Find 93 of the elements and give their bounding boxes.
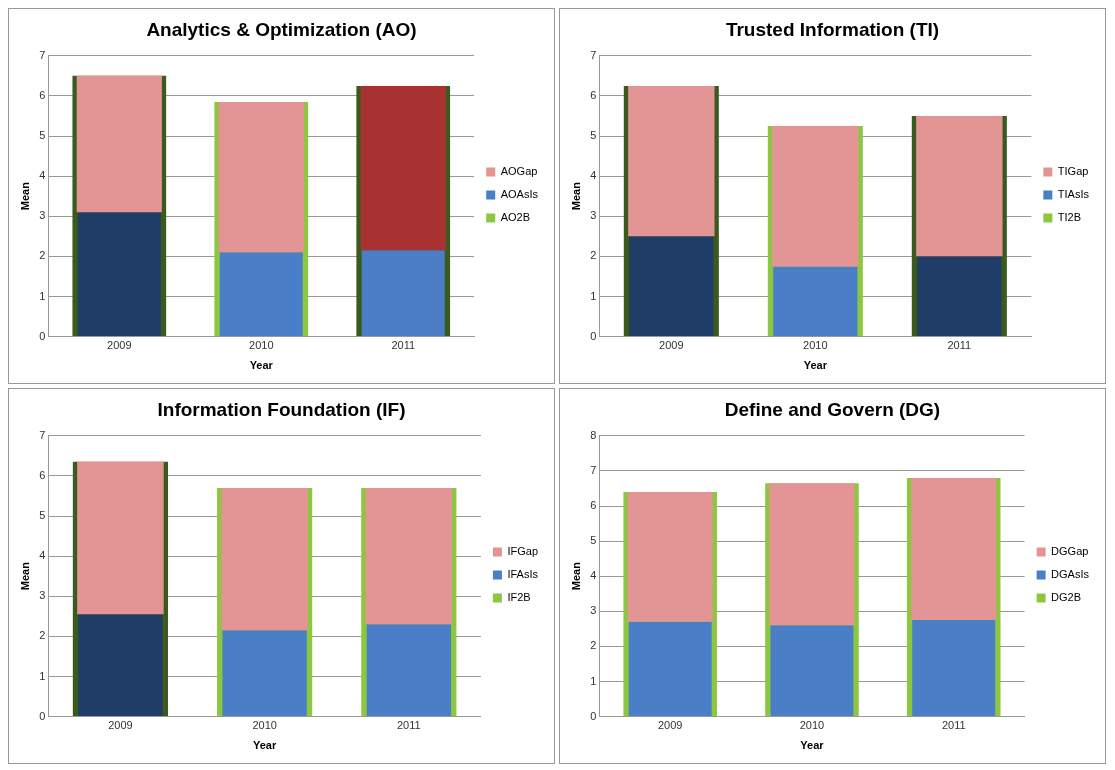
y-tick-label: 1	[590, 674, 597, 687]
y-tick-label: 5	[590, 534, 597, 547]
y-tick-label: 3	[590, 604, 597, 617]
y-tick-label: 6	[39, 88, 46, 101]
y-tick-label: 3	[590, 209, 597, 222]
y-tick-label: 3	[39, 589, 46, 602]
x-tick-label: 2010	[249, 339, 274, 352]
y-tick-label: 7	[39, 48, 46, 61]
y-tick-label: 6	[590, 88, 597, 101]
chart-title: Analytics & Optimization (AO)	[146, 18, 417, 40]
bar	[911, 477, 997, 621]
y-tick-label: 2	[39, 629, 46, 642]
x-tick-label: 2009	[657, 719, 683, 732]
bar	[221, 487, 308, 631]
y-tick-label: 6	[590, 499, 597, 512]
bar	[218, 101, 304, 253]
bar	[360, 85, 446, 251]
y-tick-label: 0	[590, 329, 597, 342]
y-tick-label: 7	[590, 463, 597, 476]
bar	[361, 250, 445, 337]
bar	[629, 236, 714, 337]
bar	[628, 85, 715, 237]
x-axis-title: Year	[803, 359, 828, 372]
bar	[916, 115, 1003, 257]
x-tick-label: 2010	[799, 719, 825, 732]
x-tick-label: 2010	[252, 719, 277, 732]
bar	[772, 126, 859, 267]
legend-label: DGGap	[1051, 545, 1089, 558]
legend-label: TIAsIs	[1057, 188, 1090, 201]
legend-label: IFGap	[507, 545, 539, 558]
x-tick-label: 2010	[803, 339, 828, 352]
bar	[627, 491, 713, 622]
chart-title: Trusted Information (TI)	[725, 18, 940, 40]
legend-label: TIGap	[1057, 165, 1089, 178]
y-axis-title: Mean	[569, 181, 582, 211]
y-tick-label: 2	[590, 639, 597, 652]
bar	[365, 487, 453, 625]
y-axis-title: Mean	[18, 181, 31, 211]
y-tick-label: 4	[590, 169, 597, 182]
bar	[222, 630, 307, 717]
bar	[77, 212, 161, 337]
legend-label: IF2B	[507, 591, 531, 604]
bar	[366, 624, 452, 717]
legend-label: DGAsIs	[1051, 568, 1090, 581]
y-tick-label: 6	[39, 468, 46, 481]
y-tick-label: 7	[590, 48, 597, 61]
bar	[78, 614, 163, 717]
bar	[917, 256, 1002, 337]
bar	[219, 252, 303, 337]
y-axis-title: Mean	[18, 561, 31, 591]
legend-label: AOAsIs	[500, 188, 539, 201]
y-tick-label: 4	[39, 549, 46, 562]
y-tick-label: 5	[39, 129, 46, 142]
y-tick-label: 0	[590, 709, 597, 722]
bar	[769, 483, 855, 626]
bar	[628, 621, 712, 717]
legend-label: AOGap	[500, 165, 538, 178]
y-tick-label: 0	[39, 329, 46, 342]
legend-label: TI2B	[1057, 211, 1082, 224]
y-tick-label: 5	[590, 129, 597, 142]
x-tick-label: 2009	[108, 719, 133, 732]
y-tick-label: 7	[39, 428, 46, 441]
bar	[912, 620, 996, 717]
x-axis-title: Year	[249, 359, 274, 372]
y-tick-label: 1	[590, 289, 597, 302]
legend-label: IFAsIs	[507, 568, 539, 581]
chart-title: Information Foundation (IF)	[157, 398, 406, 420]
x-tick-label: 2011	[947, 339, 972, 352]
y-tick-label: 1	[39, 289, 46, 302]
y-tick-label: 5	[39, 509, 46, 522]
chart-title: Define and Govern (DG)	[724, 398, 941, 420]
bar	[77, 461, 164, 615]
y-tick-label: 4	[39, 169, 46, 182]
x-axis-title: Year	[800, 739, 825, 752]
y-axis-title: Mean	[569, 561, 582, 591]
bar	[770, 625, 854, 717]
y-tick-label: 2	[39, 249, 46, 262]
y-tick-label: 3	[39, 209, 46, 222]
y-tick-label: 8	[590, 428, 597, 441]
x-axis-title: Year	[253, 739, 277, 752]
bar	[773, 266, 858, 337]
legend-label: DG2B	[1051, 591, 1082, 604]
x-tick-label: 2009	[107, 339, 132, 352]
y-tick-label: 0	[39, 709, 46, 722]
legend-label: AO2B	[500, 211, 531, 224]
y-tick-label: 2	[590, 249, 597, 262]
bar	[76, 75, 162, 213]
x-tick-label: 2011	[391, 339, 416, 352]
y-tick-label: 4	[590, 569, 597, 582]
x-tick-label: 2011	[397, 719, 421, 732]
x-tick-label: 2011	[941, 719, 966, 732]
x-tick-label: 2009	[659, 339, 684, 352]
y-tick-label: 1	[39, 669, 46, 682]
